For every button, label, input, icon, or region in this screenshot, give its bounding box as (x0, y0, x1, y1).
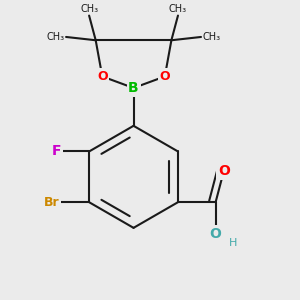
Text: O: O (210, 226, 221, 241)
Text: O: O (97, 70, 108, 83)
Text: CH₃: CH₃ (46, 32, 64, 42)
Text: O: O (218, 164, 230, 178)
Text: CH₃: CH₃ (169, 4, 187, 14)
Text: B: B (128, 81, 139, 95)
Text: CH₃: CH₃ (203, 32, 221, 42)
Text: H: H (229, 238, 237, 248)
Text: Br: Br (44, 196, 59, 209)
Text: CH₃: CH₃ (80, 4, 98, 14)
Text: O: O (160, 70, 170, 83)
Text: F: F (52, 144, 61, 158)
